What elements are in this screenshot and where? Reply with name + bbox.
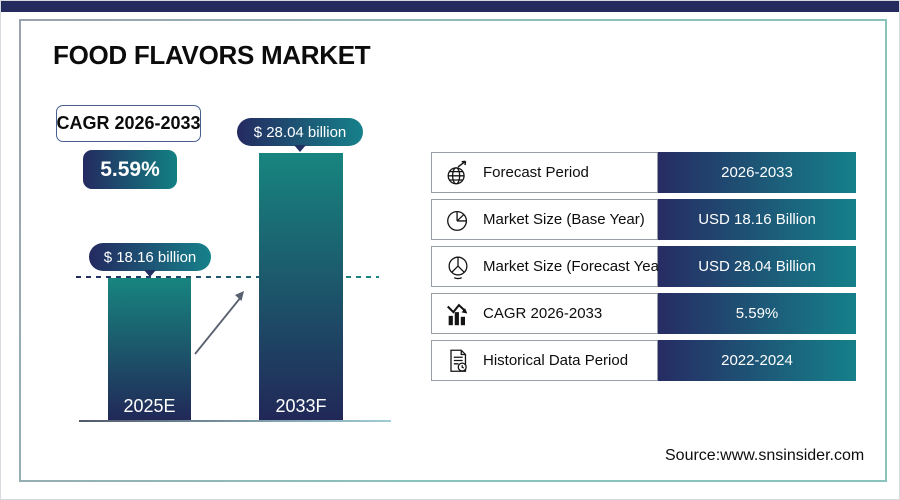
pie-chart-icon xyxy=(443,205,473,235)
dashed-reference-line xyxy=(76,276,379,278)
table-row-value: 2022-2024 xyxy=(658,340,856,381)
bar-2033: 2033F xyxy=(259,153,343,422)
table-row-value: USD 28.04 Billion xyxy=(658,246,856,287)
table-row-label-cell: Historical Data Period xyxy=(431,340,658,381)
source-attribution: Source:www.snsinsider.com xyxy=(665,447,865,464)
table-row-label-cell: Forecast Period xyxy=(431,152,658,193)
bar-2025: 2025E xyxy=(108,278,191,422)
bar-value-pill-2033: $ 28.04 billion xyxy=(237,118,363,152)
page-title: FOOD FLAVORS MARKET xyxy=(53,40,371,70)
top-accent-bar xyxy=(1,1,899,12)
table-row: Market Size (Base Year) USD 18.16 Billio… xyxy=(431,199,856,240)
table-row-label: Market Size (Base Year) xyxy=(483,211,645,228)
table-row-label: Forecast Period xyxy=(483,164,589,181)
table-row-value: 5.59% xyxy=(658,293,856,334)
document-clock-icon xyxy=(443,346,473,376)
pill-pointer-triangle xyxy=(144,270,156,277)
table-row: Historical Data Period 2022-2024 xyxy=(431,340,856,381)
bar-category-label: 2033F xyxy=(275,396,327,416)
pie-chart-exploded-icon xyxy=(443,252,473,282)
bar-value-pill-2025: $ 18.16 billion xyxy=(89,243,211,277)
table-row-label-cell: Market Size (Forecast Year) xyxy=(431,246,669,287)
table-row-label-cell: CAGR 2026-2033 xyxy=(431,293,658,334)
table-row-label: CAGR 2026-2033 xyxy=(483,305,603,322)
bar-chart-trend-icon xyxy=(443,299,473,329)
chart-axis-baseline xyxy=(79,420,391,422)
bar-value-label: $ 18.16 billion xyxy=(103,248,197,266)
table-row: Forecast Period 2026-2033 xyxy=(431,152,856,193)
table-row-label: Market Size (Forecast Year) xyxy=(483,258,669,275)
summary-table: Forecast Period 2026-2033 Market Size (B… xyxy=(431,152,856,387)
growth-arrow-icon xyxy=(194,291,244,355)
bar-category-label: 2025E xyxy=(123,396,176,416)
table-row-value: 2026-2033 xyxy=(658,152,856,193)
table-row: CAGR 2026-2033 5.59% xyxy=(431,293,856,334)
cagr-label-box: CAGR 2026-2033 xyxy=(56,105,201,142)
bar-value-label: $ 28.04 billion xyxy=(253,123,347,141)
cagr-value-badge: 5.59% xyxy=(83,150,177,189)
globe-growth-icon xyxy=(443,158,473,188)
table-row-label: Historical Data Period xyxy=(483,352,629,369)
pill-pointer-triangle xyxy=(294,145,306,152)
table-row-value: USD 18.16 Billion xyxy=(658,199,856,240)
table-row-label-cell: Market Size (Base Year) xyxy=(431,199,658,240)
table-row: Market Size (Forecast Year) USD 28.04 Bi… xyxy=(431,246,856,287)
